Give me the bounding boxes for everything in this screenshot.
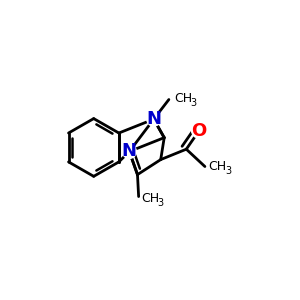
Text: CH: CH <box>141 192 159 206</box>
Text: 3: 3 <box>191 98 197 107</box>
Text: CH: CH <box>174 92 192 105</box>
Text: 3: 3 <box>225 166 231 176</box>
Text: 3: 3 <box>158 198 164 208</box>
Circle shape <box>147 112 161 126</box>
Text: CH: CH <box>208 160 226 173</box>
Text: N: N <box>146 110 161 128</box>
Circle shape <box>122 145 136 158</box>
Text: N: N <box>122 142 137 160</box>
Text: O: O <box>191 122 207 140</box>
Circle shape <box>192 123 206 138</box>
